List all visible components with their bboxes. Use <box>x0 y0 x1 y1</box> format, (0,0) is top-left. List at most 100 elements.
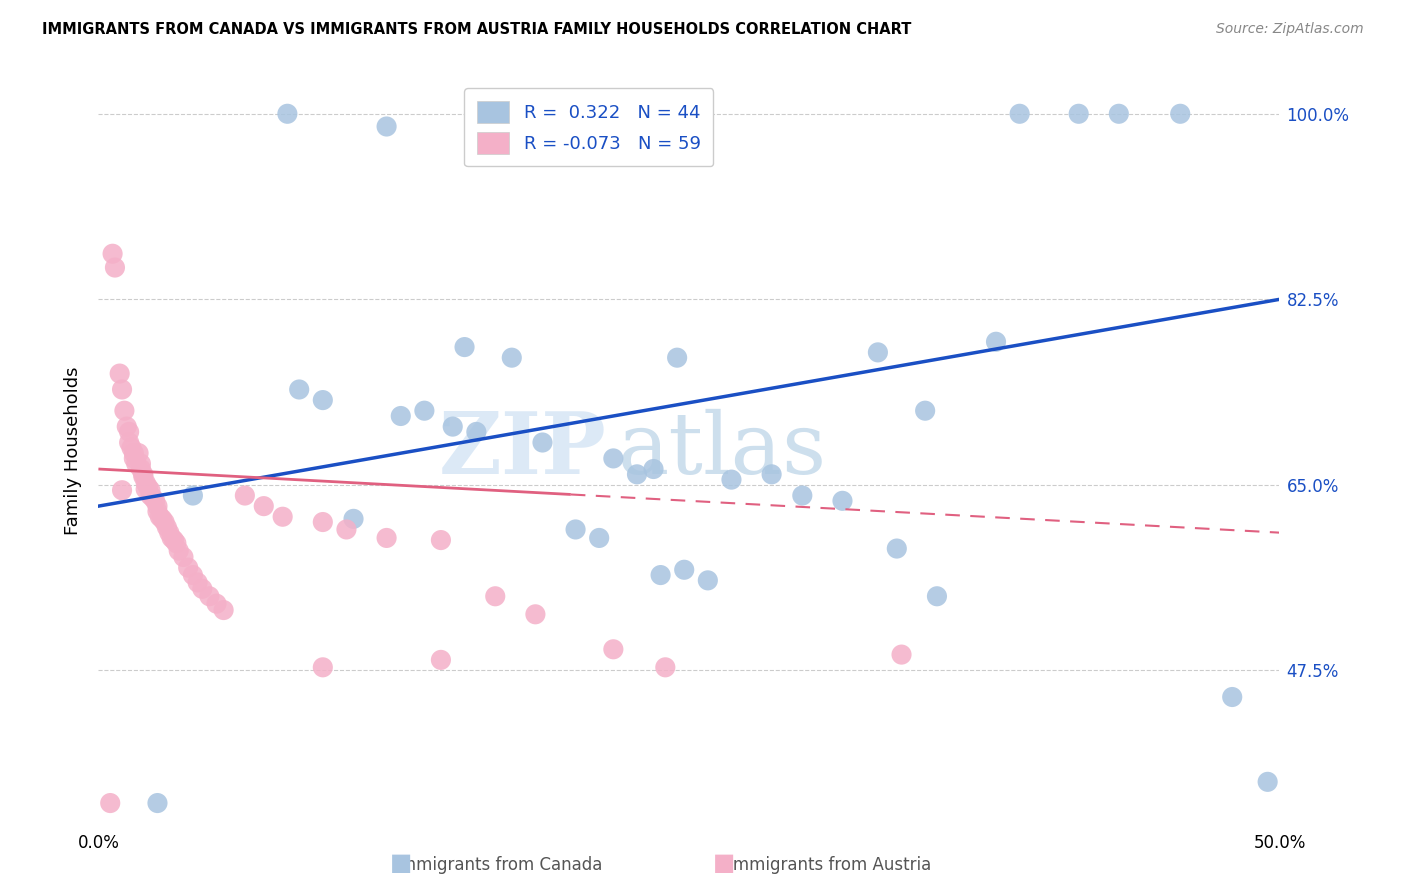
Point <box>602 642 624 657</box>
Point <box>111 383 134 397</box>
Point <box>156 520 179 534</box>
Point <box>831 493 853 508</box>
Point <box>128 446 150 460</box>
Point <box>143 493 166 508</box>
Point <box>276 107 298 121</box>
Point <box>150 512 173 526</box>
Point <box>135 475 157 490</box>
Point <box>335 523 357 537</box>
Point <box>761 467 783 482</box>
Point <box>191 582 214 596</box>
Point <box>146 499 169 513</box>
Point <box>118 435 141 450</box>
Point <box>146 796 169 810</box>
Point <box>984 334 1007 349</box>
Point <box>108 367 131 381</box>
Y-axis label: Family Households: Family Households <box>65 367 83 534</box>
Point <box>163 533 186 547</box>
Point <box>205 597 228 611</box>
Text: Immigrants from Austria: Immigrants from Austria <box>728 855 931 873</box>
Point <box>890 648 912 662</box>
Point <box>139 489 162 503</box>
Text: Source: ZipAtlas.com: Source: ZipAtlas.com <box>1216 22 1364 37</box>
Point <box>643 462 665 476</box>
Point <box>132 469 155 483</box>
Point <box>136 480 159 494</box>
Point <box>104 260 127 275</box>
Point <box>312 660 335 674</box>
Point <box>198 589 221 603</box>
Point <box>501 351 523 365</box>
Point <box>1067 107 1090 121</box>
Point <box>160 531 183 545</box>
Text: ■: ■ <box>713 851 735 875</box>
Point <box>125 457 148 471</box>
Point <box>142 491 165 505</box>
Point <box>115 419 138 434</box>
Point <box>792 489 814 503</box>
Point <box>375 531 398 545</box>
Point <box>1279 107 1302 121</box>
Point <box>177 560 200 574</box>
Point <box>564 523 586 537</box>
Point <box>129 462 152 476</box>
Point <box>1008 107 1031 121</box>
Point <box>187 575 209 590</box>
Point <box>342 512 364 526</box>
Point <box>650 568 672 582</box>
Point <box>288 383 311 397</box>
Point <box>531 435 554 450</box>
Point <box>1220 690 1243 704</box>
Point <box>121 441 143 455</box>
Point <box>453 340 475 354</box>
Point <box>484 589 506 603</box>
Text: atlas: atlas <box>619 409 827 492</box>
Point <box>253 499 276 513</box>
Point <box>866 345 889 359</box>
Point <box>122 446 145 460</box>
Point <box>666 351 689 365</box>
Point <box>112 403 135 417</box>
Point <box>149 509 172 524</box>
Point <box>129 457 152 471</box>
Point <box>122 451 145 466</box>
Point <box>98 796 121 810</box>
Point <box>914 403 936 417</box>
Point <box>925 589 948 603</box>
Point <box>1108 107 1130 121</box>
Point <box>389 409 412 423</box>
Point <box>118 425 141 439</box>
Point <box>139 483 162 498</box>
Point <box>654 660 676 674</box>
Point <box>101 246 124 260</box>
Point <box>132 467 155 482</box>
Text: ■: ■ <box>389 851 412 875</box>
Point <box>602 451 624 466</box>
Point <box>430 533 453 547</box>
Point <box>165 536 187 550</box>
Text: ZIP: ZIP <box>439 409 606 492</box>
Point <box>413 403 436 417</box>
Point <box>181 489 204 503</box>
Point <box>673 563 696 577</box>
Point <box>441 419 464 434</box>
Point <box>167 543 190 558</box>
Point <box>430 653 453 667</box>
Point <box>153 515 176 529</box>
Point <box>172 549 194 564</box>
Point <box>524 607 547 622</box>
Point <box>626 467 648 482</box>
Text: Immigrants from Canada: Immigrants from Canada <box>395 855 603 873</box>
Point <box>146 504 169 518</box>
Point <box>111 483 134 498</box>
Point <box>886 541 908 556</box>
Point <box>233 489 256 503</box>
Text: IMMIGRANTS FROM CANADA VS IMMIGRANTS FROM AUSTRIA FAMILY HOUSEHOLDS CORRELATION : IMMIGRANTS FROM CANADA VS IMMIGRANTS FRO… <box>42 22 911 37</box>
Legend: R =  0.322   N = 44, R = -0.073   N = 59: R = 0.322 N = 44, R = -0.073 N = 59 <box>464 88 713 166</box>
Point <box>181 568 204 582</box>
Point <box>312 393 335 408</box>
Point <box>135 482 157 496</box>
Point <box>157 525 180 540</box>
Point <box>1257 775 1279 789</box>
Point <box>375 120 398 134</box>
